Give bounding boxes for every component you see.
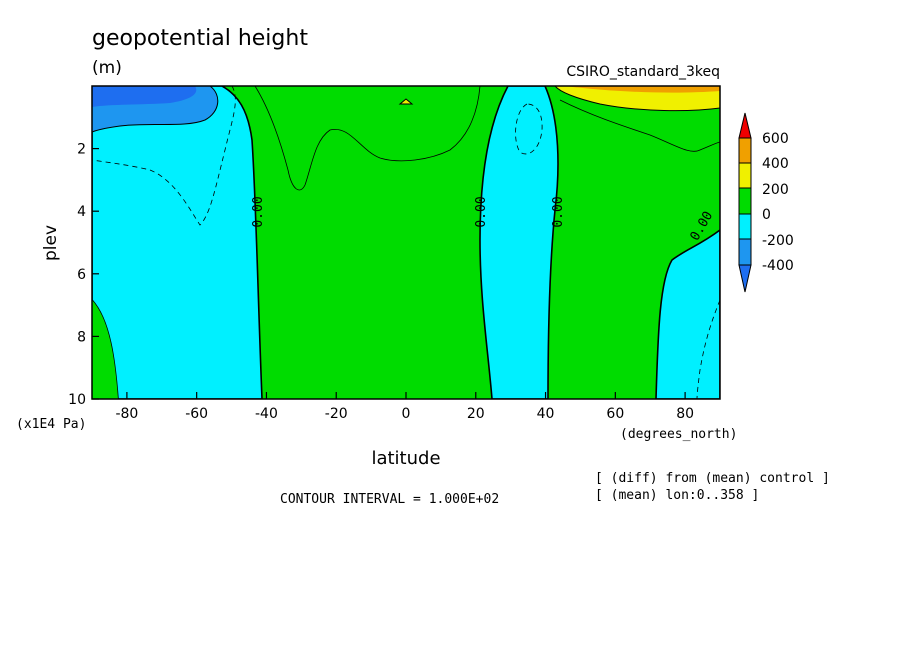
y-axis: 2 4 6 8 10 xyxy=(68,142,99,408)
colorbar-200-400 xyxy=(738,162,752,189)
y-tick-label: 6 xyxy=(77,267,86,283)
x-axis: -80 -60 -40 -20 0 20 40 60 80 xyxy=(115,392,694,422)
contour-plus-100-mid xyxy=(254,86,481,191)
colorbar-below-400 xyxy=(738,264,752,293)
colorbar-label-400: 400 xyxy=(762,156,789,172)
region-north-upper-strong-positive xyxy=(565,86,720,93)
x-tick-label: -60 xyxy=(185,406,208,422)
contour-minus-100-north xyxy=(696,299,720,399)
note-diff: [ (diff) from (mean) control ] xyxy=(595,471,830,486)
contour-minus-100-south xyxy=(92,86,236,226)
x-tick-label: 40 xyxy=(537,406,555,422)
contour-minus-100-mid xyxy=(515,103,543,155)
region-midlat-negative xyxy=(479,86,559,399)
y-tick-label: 2 xyxy=(77,142,86,158)
x-tick-label: -20 xyxy=(325,406,348,422)
colorbar-label-600: 600 xyxy=(762,131,789,147)
note-mean: [ (mean) lon:0..358 ] xyxy=(595,488,759,503)
colorbar-400-600 xyxy=(738,137,752,164)
zero-label-2: 0.00 xyxy=(474,196,489,227)
region-north-negative xyxy=(655,229,720,399)
y-axis-units: (x1E4 Pa) xyxy=(16,417,86,432)
x-tick-label: 80 xyxy=(676,406,694,422)
x-tick-label: 60 xyxy=(606,406,624,422)
y-tick-label: 10 xyxy=(68,392,86,408)
y-axis-label: plev xyxy=(41,225,61,261)
colorbar-minus200-0 xyxy=(738,213,752,240)
colorbar-label-0: 0 xyxy=(762,207,771,223)
dataset-label: CSIRO_standard_3keq xyxy=(566,64,720,80)
x-tick-label: 0 xyxy=(402,406,411,422)
colorbar-label-minus400: -400 xyxy=(762,258,794,274)
x-tick-label: -40 xyxy=(255,406,278,422)
x-axis-units: (degrees_north) xyxy=(620,427,737,442)
small-positive-marker xyxy=(398,98,414,105)
contour-plus-100-north xyxy=(559,99,720,152)
colorbar: 600 400 200 0 -200 -400 xyxy=(738,112,794,293)
colorbar-0-200 xyxy=(738,187,752,215)
region-south-corner-positive xyxy=(92,300,118,399)
colorbar-label-200: 200 xyxy=(762,182,789,198)
x-tick-label: 20 xyxy=(467,406,485,422)
y-tick-label: 4 xyxy=(77,204,86,220)
zero-label-1: 0.00 xyxy=(251,196,266,227)
y-tick-label: 8 xyxy=(77,329,86,345)
x-tick-label: -80 xyxy=(115,406,138,422)
x-axis-label: latitude xyxy=(371,448,440,469)
chart-title: geopotential height xyxy=(92,26,308,51)
colorbar-above-600 xyxy=(738,112,752,139)
filled-contours xyxy=(92,86,720,399)
colorbar-minus400-minus200 xyxy=(738,238,752,266)
region-south-upper-very-negative xyxy=(92,86,197,107)
zero-label-3: 0.00 xyxy=(551,196,566,227)
colorbar-label-minus200: -200 xyxy=(762,233,794,249)
chart-units: (m) xyxy=(92,58,122,78)
contour-interval: CONTOUR INTERVAL = 1.000E+02 xyxy=(280,492,499,507)
region-south-negative xyxy=(92,86,263,399)
